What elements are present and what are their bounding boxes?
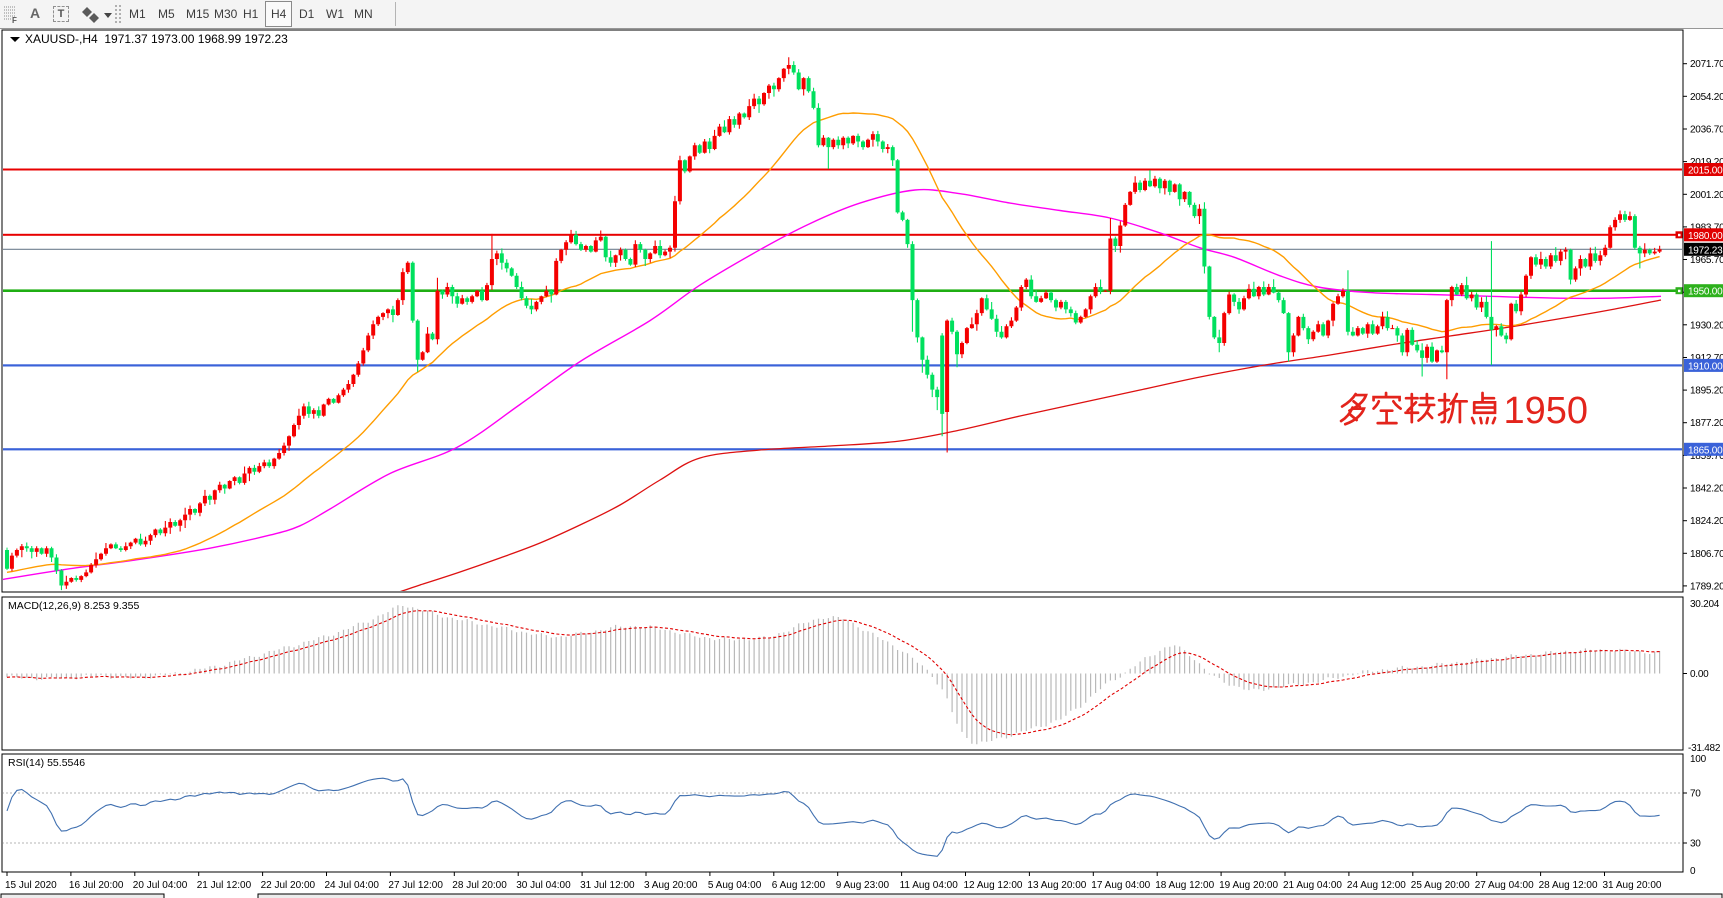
svg-text:20 Jul 04:00: 20 Jul 04:00 xyxy=(133,880,188,891)
svg-text:0: 0 xyxy=(1690,866,1696,877)
svg-text:MACD(12,26,9) 8.253 9.355: MACD(12,26,9) 8.253 9.355 xyxy=(8,600,139,612)
svg-text:9 Aug 23:00: 9 Aug 23:00 xyxy=(836,880,890,891)
svg-text:1806.70: 1806.70 xyxy=(1690,549,1723,560)
svg-text:2036.70: 2036.70 xyxy=(1690,125,1723,136)
svg-text:1912.70: 1912.70 xyxy=(1690,353,1723,364)
svg-text:1865.00: 1865.00 xyxy=(1688,445,1723,456)
svg-text:13 Aug 20:00: 13 Aug 20:00 xyxy=(1027,880,1086,891)
svg-text:28 Aug 12:00: 28 Aug 12:00 xyxy=(1539,880,1598,891)
svg-text:25 Aug 20:00: 25 Aug 20:00 xyxy=(1411,880,1470,891)
svg-text:24 Aug 12:00: 24 Aug 12:00 xyxy=(1347,880,1406,891)
svg-text:1983.70: 1983.70 xyxy=(1690,222,1723,233)
svg-text:2019.20: 2019.20 xyxy=(1690,157,1723,168)
svg-text:F: F xyxy=(12,16,17,25)
svg-text:27 Jul 12:00: 27 Jul 12:00 xyxy=(388,880,443,891)
svg-text:24 Jul 04:00: 24 Jul 04:00 xyxy=(325,880,380,891)
svg-text:2015.00: 2015.00 xyxy=(1688,166,1723,177)
svg-text:30.204: 30.204 xyxy=(1690,599,1720,610)
svg-text:0.00: 0.00 xyxy=(1690,669,1709,680)
svg-text:100: 100 xyxy=(1690,754,1707,765)
svg-text:1910.00: 1910.00 xyxy=(1688,361,1723,372)
svg-text:16 Jul 20:00: 16 Jul 20:00 xyxy=(69,880,124,891)
svg-text:-31.482: -31.482 xyxy=(1688,743,1721,754)
svg-text:18 Aug 12:00: 18 Aug 12:00 xyxy=(1155,880,1214,891)
svg-text:21 Aug 04:00: 21 Aug 04:00 xyxy=(1283,880,1342,891)
svg-text:1980.00: 1980.00 xyxy=(1688,231,1723,242)
svg-text:1859.70: 1859.70 xyxy=(1690,451,1723,462)
svg-text:RSI(14) 55.5546: RSI(14) 55.5546 xyxy=(8,757,85,769)
svg-text:2071.70: 2071.70 xyxy=(1690,59,1723,70)
svg-text:31 Aug 20:00: 31 Aug 20:00 xyxy=(1603,880,1662,891)
svg-text:31 Jul 12:00: 31 Jul 12:00 xyxy=(580,880,635,891)
svg-text:27 Aug 04:00: 27 Aug 04:00 xyxy=(1475,880,1534,891)
svg-text:1965.70: 1965.70 xyxy=(1690,255,1723,266)
svg-text:1842.20: 1842.20 xyxy=(1690,484,1723,495)
svg-text:30 Jul 04:00: 30 Jul 04:00 xyxy=(516,880,571,891)
svg-text:30: 30 xyxy=(1690,839,1701,850)
svg-text:1824.20: 1824.20 xyxy=(1690,516,1723,527)
svg-text:11 Aug 04:00: 11 Aug 04:00 xyxy=(900,880,959,891)
svg-text:1950.00: 1950.00 xyxy=(1688,287,1723,298)
svg-text:19 Aug 20:00: 19 Aug 20:00 xyxy=(1219,880,1278,891)
svg-text:15 Jul 2020: 15 Jul 2020 xyxy=(5,880,57,891)
svg-text:21 Jul 12:00: 21 Jul 12:00 xyxy=(197,880,252,891)
svg-text:6 Aug 12:00: 6 Aug 12:00 xyxy=(772,880,826,891)
svg-text:12 Aug 12:00: 12 Aug 12:00 xyxy=(964,880,1023,891)
svg-text:1895.20: 1895.20 xyxy=(1690,386,1723,397)
svg-text:1877.20: 1877.20 xyxy=(1690,418,1723,429)
svg-text:70: 70 xyxy=(1690,789,1701,800)
svg-text:1789.20: 1789.20 xyxy=(1690,581,1723,592)
svg-text:1972.23: 1972.23 xyxy=(1688,245,1723,256)
svg-text:XAUUSD-,H4 1971.37 1973.00 19: XAUUSD-,H4 1971.37 1973.00 1968.99 1972.… xyxy=(25,32,288,46)
svg-text:28 Jul 20:00: 28 Jul 20:00 xyxy=(452,880,507,891)
svg-text:5 Aug 04:00: 5 Aug 04:00 xyxy=(708,880,762,891)
svg-text:2054.20: 2054.20 xyxy=(1690,92,1723,103)
svg-text:1950: 1950 xyxy=(1504,390,1589,432)
svg-text:1930.20: 1930.20 xyxy=(1690,320,1723,331)
svg-text:17 Aug 04:00: 17 Aug 04:00 xyxy=(1091,880,1150,891)
svg-text:22 Jul 20:00: 22 Jul 20:00 xyxy=(261,880,316,891)
svg-text:2001.20: 2001.20 xyxy=(1690,190,1723,201)
svg-text:3 Aug 20:00: 3 Aug 20:00 xyxy=(644,880,698,891)
